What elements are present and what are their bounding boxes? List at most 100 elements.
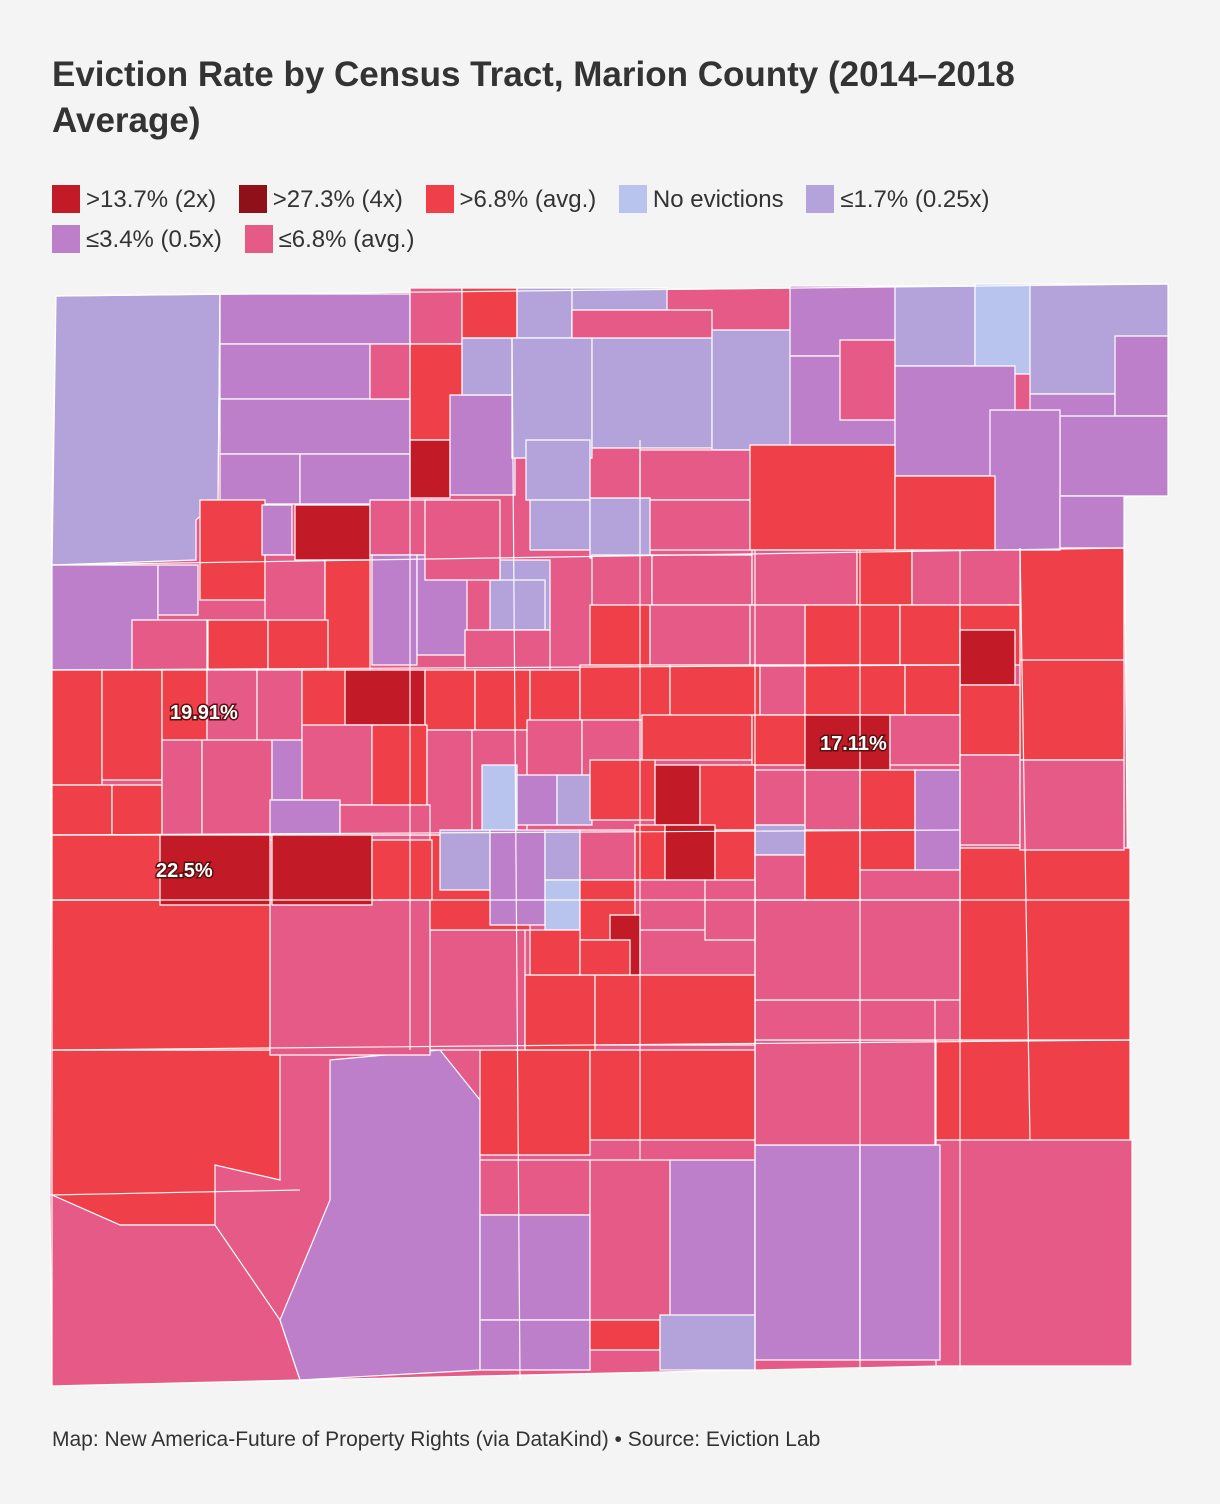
census-tract[interactable]: [544, 879, 581, 931]
census-tract[interactable]: [804, 829, 861, 901]
census-tract[interactable]: [479, 1214, 591, 1321]
legend-item-half[interactable]: ≤3.4% (0.5x): [52, 220, 222, 260]
census-tract[interactable]: [511, 337, 593, 459]
census-tract[interactable]: [959, 684, 1021, 756]
census-tract[interactable]: [159, 834, 271, 906]
census-tract[interactable]: [894, 285, 976, 367]
legend-item-no-evictions[interactable]: No evictions: [618, 180, 784, 220]
census-tract[interactable]: [344, 669, 426, 726]
census-tract[interactable]: [859, 829, 916, 871]
census-tract[interactable]: [804, 664, 906, 716]
census-tract[interactable]: [199, 499, 266, 601]
census-tract[interactable]: [529, 499, 591, 551]
census-tract[interactable]: [424, 669, 476, 731]
census-tract[interactable]: [516, 287, 573, 339]
census-tract[interactable]: [754, 854, 806, 901]
census-tract[interactable]: [859, 769, 916, 831]
census-tract[interactable]: [525, 439, 591, 501]
census-tract[interactable]: [439, 829, 491, 891]
census-tract[interactable]: [51, 834, 163, 901]
census-tract[interactable]: [294, 504, 371, 561]
census-tract[interactable]: [299, 453, 411, 505]
census-tract[interactable]: [271, 834, 373, 906]
census-tract[interactable]: [479, 1159, 591, 1216]
census-tract[interactable]: [749, 444, 896, 551]
census-tract[interactable]: [201, 739, 273, 841]
census-tract[interactable]: [859, 1144, 941, 1361]
legend-item-quarter[interactable]: ≤1.7% (0.25x): [806, 180, 990, 220]
census-tract[interactable]: [649, 604, 751, 666]
census-tract[interactable]: [207, 619, 269, 671]
census-tract[interactable]: [556, 774, 593, 826]
census-tract[interactable]: [324, 559, 371, 671]
census-tract[interactable]: [749, 604, 806, 666]
census-tract[interactable]: [269, 899, 431, 1056]
census-tract[interactable]: [579, 829, 636, 881]
census-tract[interactable]: [754, 899, 961, 1001]
legend-item-4x[interactable]: >27.3% (4x): [238, 180, 403, 220]
census-tract[interactable]: [267, 619, 329, 671]
census-tract[interactable]: [219, 343, 371, 400]
census-tract[interactable]: [524, 974, 596, 1051]
census-tract[interactable]: [409, 287, 463, 345]
census-tract[interactable]: [589, 759, 656, 821]
census-tract[interactable]: [754, 769, 806, 826]
census-tract[interactable]: [751, 549, 858, 606]
census-tract[interactable]: [589, 604, 651, 666]
census-tract[interactable]: [1019, 659, 1125, 761]
legend-item-2x[interactable]: >13.7% (2x): [52, 180, 216, 220]
census-tract[interactable]: [754, 824, 806, 856]
census-tract[interactable]: [804, 769, 861, 831]
census-tract[interactable]: [904, 664, 961, 716]
census-tract[interactable]: [989, 409, 1061, 551]
census-tract[interactable]: [449, 394, 516, 496]
census-tract[interactable]: [157, 564, 199, 616]
census-tract[interactable]: [261, 504, 293, 556]
census-tract[interactable]: [659, 1314, 756, 1371]
census-tract[interactable]: [899, 604, 961, 666]
census-tract[interactable]: [301, 669, 348, 731]
census-tract[interactable]: [589, 497, 651, 559]
legend-item-above-avg[interactable]: >6.8% (avg.): [425, 180, 596, 220]
census-tract[interactable]: [51, 899, 271, 1051]
census-tract[interactable]: [464, 629, 551, 671]
census-tract[interactable]: [426, 729, 473, 836]
census-tract[interactable]: [839, 339, 896, 421]
census-tract[interactable]: [526, 719, 583, 781]
census-tract[interactable]: [1114, 335, 1169, 417]
census-tract[interactable]: [754, 999, 936, 1041]
census-tract[interactable]: [589, 1159, 671, 1321]
census-tract[interactable]: [751, 714, 808, 766]
census-tract[interactable]: [935, 1039, 1131, 1145]
census-tract[interactable]: [461, 337, 513, 396]
census-tract[interactable]: [641, 714, 753, 761]
census-tract[interactable]: [161, 739, 203, 836]
census-tract[interactable]: [481, 764, 518, 836]
census-tract[interactable]: [1059, 495, 1125, 549]
census-tract[interactable]: [371, 554, 418, 666]
census-tract[interactable]: [429, 929, 526, 1051]
census-tract[interactable]: [651, 554, 753, 606]
census-tract[interactable]: [856, 549, 913, 606]
census-tract[interactable]: [579, 939, 631, 976]
census-tract[interactable]: [489, 829, 546, 926]
census-tract[interactable]: [889, 714, 961, 766]
census-tract[interactable]: [489, 579, 546, 631]
census-tract[interactable]: [516, 774, 558, 826]
census-tract[interactable]: [589, 1049, 756, 1141]
census-tract[interactable]: [279, 1049, 481, 1381]
census-tract[interactable]: [409, 439, 451, 499]
census-tract[interactable]: [959, 629, 1016, 686]
census-tract[interactable]: [654, 764, 701, 826]
census-tract[interactable]: [219, 293, 411, 345]
census-tract[interactable]: [101, 669, 163, 781]
census-tract[interactable]: [479, 1319, 591, 1371]
census-tract[interactable]: [664, 824, 716, 886]
census-tract[interactable]: [804, 604, 901, 666]
census-tract[interactable]: [704, 879, 756, 941]
census-tract[interactable]: [51, 669, 103, 786]
census-tract[interactable]: [959, 847, 1131, 1041]
census-tract[interactable]: [339, 804, 431, 836]
census-tract[interactable]: [699, 764, 756, 831]
